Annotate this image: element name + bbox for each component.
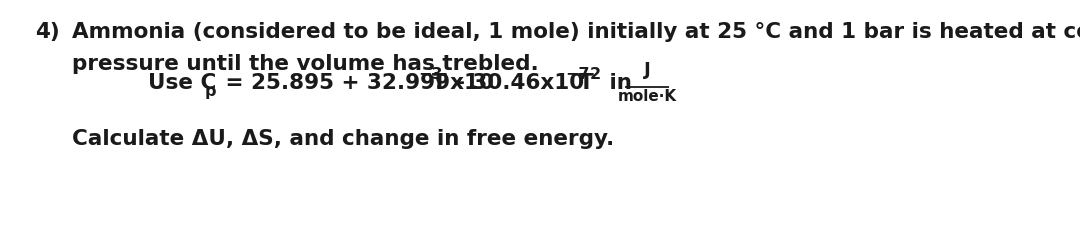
Text: p: p: [205, 84, 216, 99]
Text: J: J: [644, 61, 650, 79]
Text: = 25.895 + 32.999x10: = 25.895 + 32.999x10: [218, 73, 494, 93]
Text: mole·K: mole·K: [618, 89, 676, 104]
Text: −7: −7: [565, 67, 590, 82]
Text: Calculate ΔU, ΔS, and change in free energy.: Calculate ΔU, ΔS, and change in free ene…: [72, 129, 615, 149]
Text: Ammonia (considered to be ideal, 1 mole) initially at 25 °C and 1 bar is heated : Ammonia (considered to be ideal, 1 mole)…: [72, 22, 1080, 42]
Text: Use C: Use C: [148, 73, 216, 93]
Text: 4): 4): [35, 22, 59, 42]
Text: −3: −3: [418, 67, 443, 82]
Text: 2: 2: [590, 67, 602, 82]
Text: T: T: [579, 73, 594, 93]
Text: in: in: [602, 73, 632, 93]
Text: T – 30.46x10: T – 30.46x10: [432, 73, 584, 93]
Text: pressure until the volume has trebled.: pressure until the volume has trebled.: [72, 54, 539, 74]
